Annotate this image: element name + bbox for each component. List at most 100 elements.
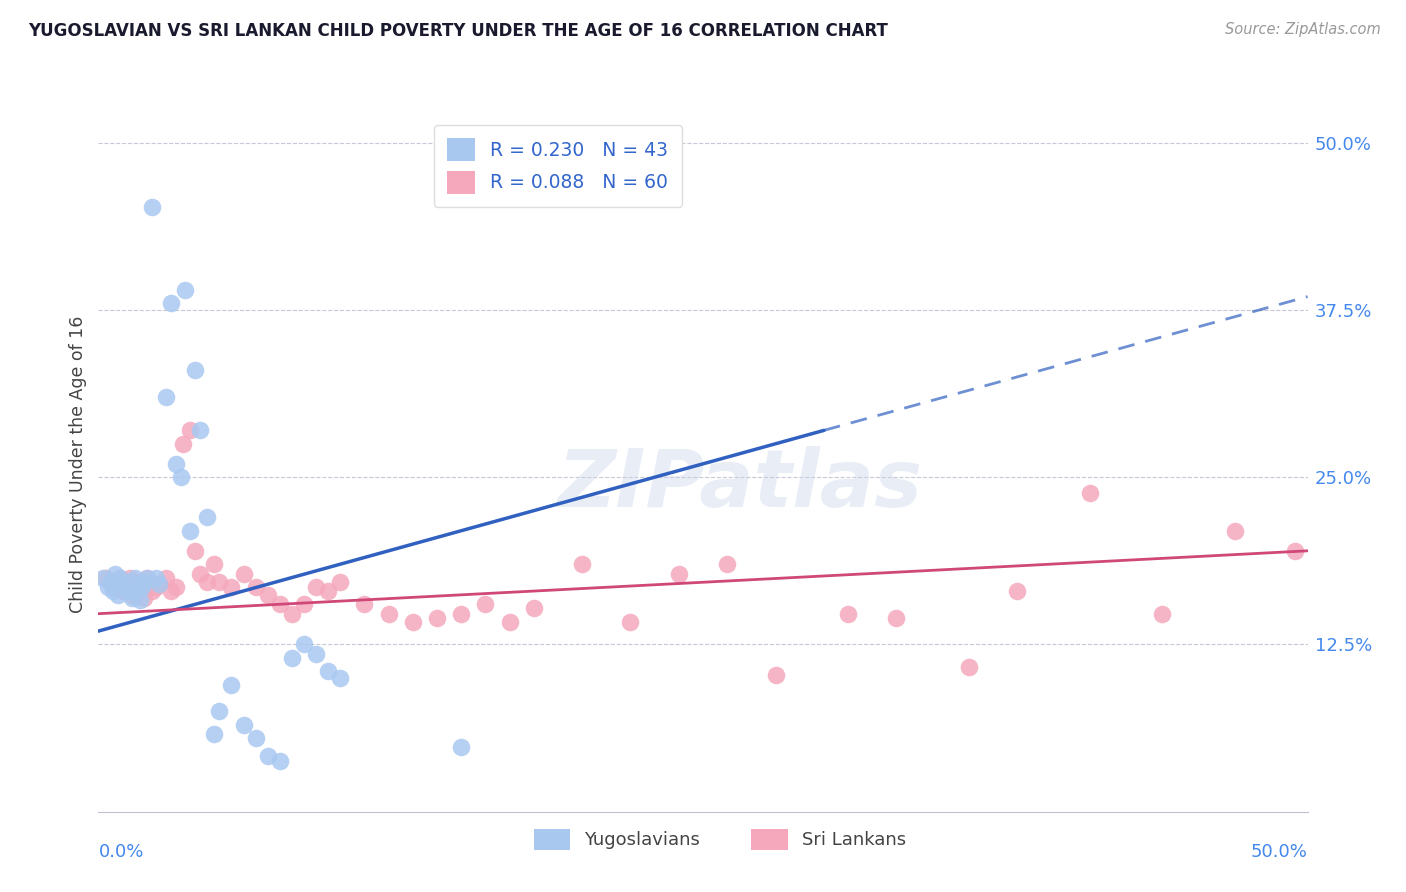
Point bbox=[232, 566, 254, 581]
Point bbox=[281, 651, 304, 665]
Point bbox=[1007, 584, 1029, 599]
Point bbox=[101, 584, 124, 599]
Point bbox=[837, 607, 859, 621]
Point bbox=[765, 668, 787, 682]
Point bbox=[124, 577, 146, 591]
Point bbox=[117, 580, 139, 594]
Point bbox=[174, 283, 197, 297]
Bar bbox=[751, 830, 787, 850]
Text: Source: ZipAtlas.com: Source: ZipAtlas.com bbox=[1225, 22, 1381, 37]
Point bbox=[305, 580, 328, 594]
Point bbox=[141, 584, 163, 599]
Text: 0.0%: 0.0% bbox=[98, 843, 143, 861]
Point bbox=[329, 574, 352, 589]
Text: ZIPatlas: ZIPatlas bbox=[557, 446, 922, 524]
Point bbox=[127, 584, 149, 599]
Point bbox=[148, 577, 170, 591]
Point bbox=[292, 637, 315, 651]
Point bbox=[141, 200, 163, 214]
Point bbox=[128, 593, 150, 607]
Point bbox=[208, 705, 231, 719]
Point bbox=[256, 748, 278, 763]
Point bbox=[179, 424, 201, 438]
Point bbox=[114, 574, 136, 589]
Point bbox=[221, 678, 243, 692]
Y-axis label: Child Poverty Under the Age of 16: Child Poverty Under the Age of 16 bbox=[69, 315, 87, 613]
Point bbox=[245, 731, 267, 746]
Point bbox=[426, 611, 449, 625]
Point bbox=[195, 510, 218, 524]
Point bbox=[1152, 607, 1174, 621]
Point bbox=[121, 591, 143, 605]
Point bbox=[108, 571, 131, 585]
Point bbox=[155, 571, 177, 585]
Point bbox=[188, 566, 211, 581]
Point bbox=[131, 580, 153, 594]
Point bbox=[155, 390, 177, 404]
Point bbox=[498, 615, 520, 629]
Text: Sri Lankans: Sri Lankans bbox=[803, 830, 907, 848]
Point bbox=[377, 607, 399, 621]
Point bbox=[957, 660, 980, 674]
Point bbox=[111, 577, 134, 591]
Text: YUGOSLAVIAN VS SRI LANKAN CHILD POVERTY UNDER THE AGE OF 16 CORRELATION CHART: YUGOSLAVIAN VS SRI LANKAN CHILD POVERTY … bbox=[28, 22, 889, 40]
Point bbox=[208, 574, 231, 589]
Point bbox=[353, 598, 375, 612]
Point bbox=[172, 436, 194, 450]
Point bbox=[160, 584, 183, 599]
Point bbox=[232, 717, 254, 731]
Point bbox=[269, 754, 291, 768]
Point bbox=[292, 598, 315, 612]
Point bbox=[169, 470, 191, 484]
Bar bbox=[534, 830, 569, 850]
Point bbox=[107, 580, 129, 594]
Point bbox=[619, 615, 641, 629]
Point bbox=[118, 571, 141, 585]
Point bbox=[104, 574, 127, 589]
Point bbox=[118, 574, 141, 589]
Point bbox=[450, 740, 472, 755]
Point bbox=[188, 424, 211, 438]
Point bbox=[1223, 524, 1246, 538]
Point bbox=[165, 457, 187, 471]
Point bbox=[100, 577, 122, 591]
Point bbox=[114, 580, 136, 594]
Point bbox=[145, 571, 167, 585]
Point bbox=[474, 598, 496, 612]
Point bbox=[204, 557, 226, 572]
Point bbox=[329, 671, 352, 685]
Point bbox=[111, 584, 134, 599]
Point bbox=[131, 580, 153, 594]
Text: Yugoslavians: Yugoslavians bbox=[585, 830, 700, 848]
Point bbox=[145, 580, 167, 594]
Point bbox=[402, 615, 425, 629]
Point bbox=[1284, 544, 1306, 558]
Point bbox=[281, 607, 304, 621]
Point bbox=[269, 598, 291, 612]
Point bbox=[165, 580, 187, 594]
Point bbox=[135, 571, 157, 585]
Point bbox=[91, 571, 114, 585]
Point bbox=[668, 566, 690, 581]
Point bbox=[886, 611, 908, 625]
Point bbox=[128, 574, 150, 589]
Point bbox=[523, 601, 546, 615]
Point bbox=[134, 574, 156, 589]
Point bbox=[1078, 486, 1101, 500]
Point bbox=[195, 574, 218, 589]
Point bbox=[245, 580, 267, 594]
Point bbox=[316, 584, 339, 599]
Point bbox=[160, 296, 183, 310]
Point bbox=[135, 571, 157, 585]
Point bbox=[107, 588, 129, 602]
Point bbox=[94, 571, 117, 585]
Point bbox=[305, 647, 328, 661]
Point bbox=[104, 566, 127, 581]
Legend: R = 0.230   N = 43, R = 0.088   N = 60: R = 0.230 N = 43, R = 0.088 N = 60 bbox=[434, 126, 682, 207]
Point bbox=[117, 584, 139, 599]
Point bbox=[184, 363, 207, 377]
Point bbox=[134, 591, 156, 605]
Point bbox=[148, 577, 170, 591]
Point bbox=[121, 588, 143, 602]
Point bbox=[108, 571, 131, 585]
